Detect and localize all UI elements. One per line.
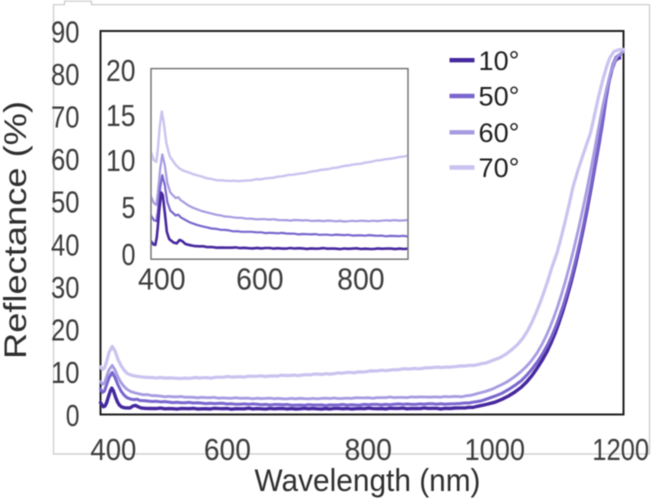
- svg-text:70°: 70°: [479, 153, 520, 183]
- svg-text:50: 50: [51, 185, 80, 220]
- svg-text:70: 70: [51, 100, 80, 135]
- svg-text:400: 400: [138, 262, 186, 297]
- svg-text:80: 80: [51, 57, 80, 92]
- svg-text:20: 20: [51, 313, 80, 348]
- svg-text:600: 600: [204, 432, 251, 467]
- svg-text:1200: 1200: [592, 432, 649, 467]
- svg-text:40: 40: [51, 227, 80, 262]
- svg-text:10°: 10°: [479, 46, 520, 76]
- svg-text:0: 0: [66, 398, 80, 433]
- svg-text:50°: 50°: [479, 82, 520, 112]
- svg-text:800: 800: [344, 432, 392, 467]
- svg-text:10: 10: [106, 143, 136, 178]
- svg-text:400: 400: [90, 432, 136, 467]
- svg-text:15: 15: [106, 98, 136, 133]
- svg-text:800: 800: [337, 262, 385, 297]
- svg-text:10: 10: [51, 355, 80, 390]
- svg-text:Reflectance (%): Reflectance (%): [0, 101, 33, 359]
- svg-text:5: 5: [122, 190, 136, 225]
- svg-text:20: 20: [106, 53, 136, 88]
- svg-text:60: 60: [51, 142, 80, 177]
- svg-text:30: 30: [51, 270, 80, 305]
- svg-text:600: 600: [236, 262, 284, 297]
- svg-text:90: 90: [51, 14, 80, 49]
- svg-text:1000: 1000: [465, 432, 526, 467]
- svg-text:Wavelength (nm): Wavelength (nm): [255, 462, 481, 498]
- svg-text:0: 0: [122, 237, 136, 272]
- svg-text:60°: 60°: [479, 118, 520, 148]
